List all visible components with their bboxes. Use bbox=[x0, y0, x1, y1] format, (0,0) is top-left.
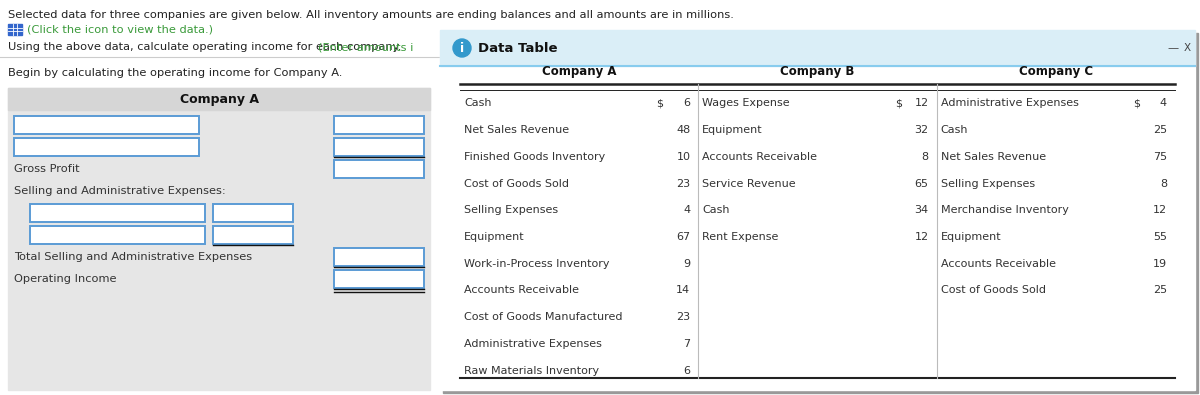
Bar bbox=[14, 116, 199, 134]
Text: 14: 14 bbox=[677, 286, 690, 295]
Text: 19: 19 bbox=[1153, 259, 1166, 269]
Bar bbox=[8, 88, 430, 390]
Text: Cost of Goods Sold: Cost of Goods Sold bbox=[941, 286, 1045, 295]
Text: Using the above data, calculate operating income for each company.: Using the above data, calculate operatin… bbox=[8, 42, 406, 52]
Text: Rent Expense: Rent Expense bbox=[702, 232, 779, 242]
Text: Gross Profit: Gross Profit bbox=[14, 164, 79, 174]
Text: 75: 75 bbox=[1153, 152, 1166, 162]
Text: Selling Expenses: Selling Expenses bbox=[941, 179, 1034, 188]
Text: Begin by calculating the operating income for Company A.: Begin by calculating the operating incom… bbox=[8, 68, 342, 78]
Text: 23: 23 bbox=[677, 312, 690, 322]
Text: 8: 8 bbox=[922, 152, 929, 162]
Bar bbox=[440, 30, 1195, 390]
Text: Company B: Company B bbox=[780, 66, 854, 79]
Text: Cost of Goods Sold: Cost of Goods Sold bbox=[464, 179, 569, 188]
Text: 4: 4 bbox=[683, 205, 690, 215]
Text: i: i bbox=[460, 41, 464, 55]
Text: $: $ bbox=[895, 98, 901, 108]
Text: 6: 6 bbox=[683, 98, 690, 108]
Text: Cash: Cash bbox=[702, 205, 730, 215]
Text: 9: 9 bbox=[683, 259, 690, 269]
Text: Selected data for three companies are given below. All inventory amounts are end: Selected data for three companies are gi… bbox=[8, 10, 734, 20]
Text: 67: 67 bbox=[677, 232, 690, 242]
Text: (Enter amounts i: (Enter amounts i bbox=[318, 42, 413, 52]
Text: Selling Expenses: Selling Expenses bbox=[464, 205, 558, 215]
Bar bbox=[334, 160, 424, 178]
Bar bbox=[440, 30, 1195, 66]
Text: 12: 12 bbox=[914, 232, 929, 242]
Bar bbox=[30, 204, 205, 222]
Bar bbox=[14, 138, 199, 156]
Text: 55: 55 bbox=[1153, 232, 1166, 242]
Text: 8: 8 bbox=[1160, 179, 1166, 188]
Text: $: $ bbox=[656, 98, 664, 108]
Text: Net Sales Revenue: Net Sales Revenue bbox=[464, 125, 569, 135]
Text: 6: 6 bbox=[683, 366, 690, 376]
Text: Company C: Company C bbox=[1019, 66, 1093, 79]
Text: Operating Income: Operating Income bbox=[14, 274, 116, 284]
Text: Administrative Expenses: Administrative Expenses bbox=[941, 98, 1079, 108]
Text: X: X bbox=[1183, 43, 1190, 53]
Text: Accounts Receivable: Accounts Receivable bbox=[464, 286, 580, 295]
Bar bbox=[443, 33, 1198, 393]
Bar bbox=[214, 226, 293, 244]
Bar bbox=[8, 88, 430, 110]
Text: Equipment: Equipment bbox=[464, 232, 524, 242]
Text: 10: 10 bbox=[677, 152, 690, 162]
Text: $: $ bbox=[1133, 98, 1140, 108]
Text: Company A: Company A bbox=[542, 66, 617, 79]
Text: Finished Goods Inventory: Finished Goods Inventory bbox=[464, 152, 605, 162]
Bar bbox=[334, 248, 424, 266]
Circle shape bbox=[454, 39, 470, 57]
Text: Company A: Company A bbox=[180, 92, 258, 105]
Text: 32: 32 bbox=[914, 125, 929, 135]
Text: Raw Materials Inventory: Raw Materials Inventory bbox=[464, 366, 599, 376]
Bar bbox=[334, 270, 424, 288]
Text: 65: 65 bbox=[914, 179, 929, 188]
Bar bbox=[214, 204, 293, 222]
Text: Cost of Goods Manufactured: Cost of Goods Manufactured bbox=[464, 312, 623, 322]
Text: Total Selling and Administrative Expenses: Total Selling and Administrative Expense… bbox=[14, 252, 252, 262]
Text: Equipment: Equipment bbox=[702, 125, 763, 135]
Text: Work-in-Process Inventory: Work-in-Process Inventory bbox=[464, 259, 610, 269]
Text: Wages Expense: Wages Expense bbox=[702, 98, 790, 108]
Text: 23: 23 bbox=[677, 179, 690, 188]
Text: 12: 12 bbox=[1153, 205, 1166, 215]
Text: 7: 7 bbox=[683, 339, 690, 349]
Text: Service Revenue: Service Revenue bbox=[702, 179, 796, 188]
Text: Net Sales Revenue: Net Sales Revenue bbox=[941, 152, 1045, 162]
Text: 34: 34 bbox=[914, 205, 929, 215]
Text: 48: 48 bbox=[676, 125, 690, 135]
Text: Administrative Expenses: Administrative Expenses bbox=[464, 339, 602, 349]
Text: Equipment: Equipment bbox=[941, 232, 1001, 242]
Text: Data Table: Data Table bbox=[478, 41, 558, 55]
Text: —: — bbox=[1168, 43, 1178, 53]
Bar bbox=[334, 138, 424, 156]
Text: (Click the icon to view the data.): (Click the icon to view the data.) bbox=[28, 25, 214, 35]
Text: 4: 4 bbox=[1160, 98, 1166, 108]
Bar bbox=[8, 24, 22, 35]
Text: Accounts Receivable: Accounts Receivable bbox=[702, 152, 817, 162]
Bar bbox=[30, 226, 205, 244]
Text: 25: 25 bbox=[1153, 286, 1166, 295]
Text: Cash: Cash bbox=[464, 98, 492, 108]
Text: Cash: Cash bbox=[941, 125, 968, 135]
Text: Selling and Administrative Expenses:: Selling and Administrative Expenses: bbox=[14, 186, 226, 196]
Text: 25: 25 bbox=[1153, 125, 1166, 135]
Text: Accounts Receivable: Accounts Receivable bbox=[941, 259, 1056, 269]
Bar bbox=[334, 116, 424, 134]
Text: Merchandise Inventory: Merchandise Inventory bbox=[941, 205, 1068, 215]
Text: 12: 12 bbox=[914, 98, 929, 108]
